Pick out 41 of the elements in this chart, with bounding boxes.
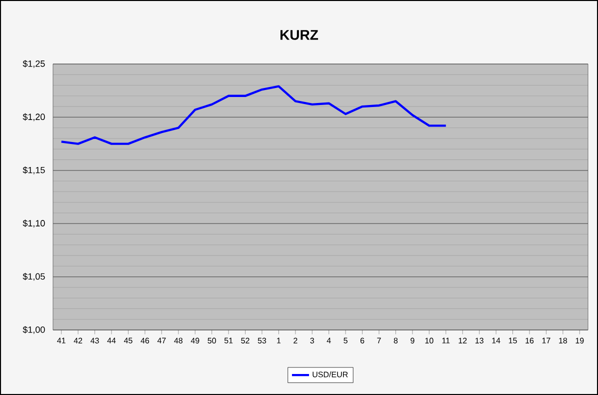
x-tick-label: 17 <box>542 338 550 344</box>
x-tick-label: 12 <box>458 338 467 344</box>
x-tick-label: 10 <box>425 338 434 344</box>
x-tick-label: 50 <box>208 338 216 344</box>
y-tick-label: $1,10 <box>22 220 45 228</box>
x-tick-label: 48 <box>174 338 182 344</box>
x-tick-label: 45 <box>124 338 132 344</box>
x-tick-label: 42 <box>74 338 82 344</box>
x-tick-label: 16 <box>526 338 534 344</box>
x-tick-label: 51 <box>224 338 233 344</box>
x-tick-label: 46 <box>140 338 150 344</box>
x-tick-label: 2 <box>294 338 298 344</box>
y-tick-label: $1,00 <box>22 326 45 334</box>
x-tick-label: 43 <box>90 338 99 344</box>
x-tick-label: 7 <box>377 338 381 344</box>
x-tick-label: 41 <box>57 338 66 344</box>
y-tick-label: $1,05 <box>22 272 45 281</box>
legend-label: USD/EUR <box>312 371 348 378</box>
x-tick-label: 44 <box>107 338 116 344</box>
chart-title: KURZ <box>280 30 318 40</box>
x-tick-label: 13 <box>475 338 484 344</box>
x-tick-label: 15 <box>508 338 517 344</box>
x-tick-label: 3 <box>310 338 314 344</box>
y-tick-label: $1,20 <box>22 113 45 122</box>
line-series <box>60 85 447 145</box>
x-tick-label: 1 <box>277 338 281 344</box>
x-tick-label: 4 <box>326 338 331 344</box>
x-tick-label: 52 <box>241 338 250 344</box>
x-tick-label: 6 <box>360 338 364 344</box>
x-tick-label: 19 <box>576 338 584 344</box>
x-tick-label: 5 <box>344 338 348 344</box>
y-tick-label: $1,15 <box>22 166 45 174</box>
x-tick-label: 47 <box>157 338 166 344</box>
x-tick-label: 11 <box>442 338 450 344</box>
y-tick-label: $1,25 <box>22 60 45 68</box>
x-tick-label: 8 <box>394 338 398 344</box>
x-tick-label: 18 <box>559 338 568 344</box>
x-tick-label: 9 <box>410 338 414 344</box>
x-tick-label: 49 <box>190 338 200 344</box>
x-tick-label: 14 <box>492 338 500 344</box>
x-tick-label: 53 <box>258 338 266 344</box>
